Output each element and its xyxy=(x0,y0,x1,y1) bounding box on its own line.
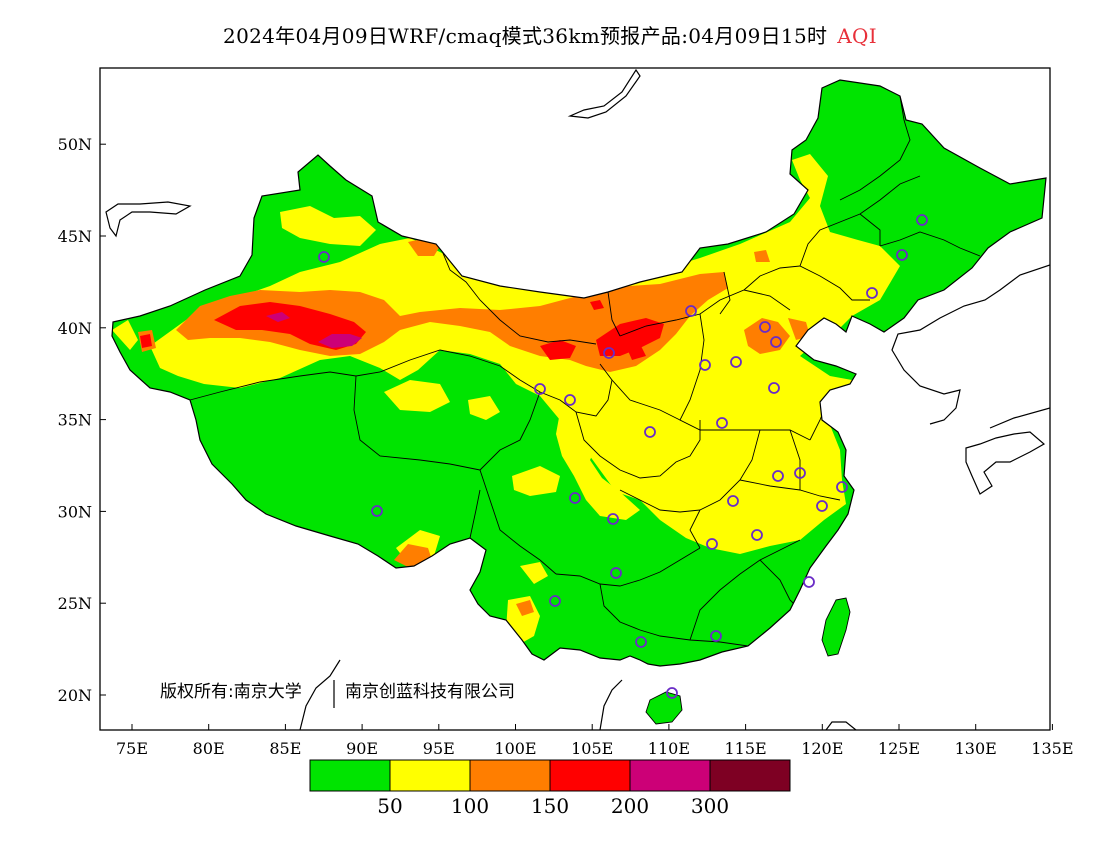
station-marker xyxy=(644,426,656,438)
station-marker xyxy=(666,687,678,699)
legend-swatch xyxy=(389,759,471,792)
station-markers xyxy=(318,214,928,699)
legend-swatch xyxy=(469,759,551,792)
title-variable: AQI xyxy=(837,24,877,48)
station-marker xyxy=(803,576,815,588)
aqi-level-very-unhealthy xyxy=(266,312,362,348)
station-marker xyxy=(569,492,581,504)
station-marker xyxy=(751,529,763,541)
station-marker xyxy=(635,636,647,648)
lat-tick-label: 40N xyxy=(58,319,92,338)
station-marker xyxy=(768,382,780,394)
lon-tick-label: 105E xyxy=(571,739,613,758)
legend-threshold-label: 100 xyxy=(451,794,489,818)
station-marker xyxy=(772,470,784,482)
legend-threshold-label: 300 xyxy=(691,794,729,818)
lon-tick-label: 80E xyxy=(193,739,225,758)
station-marker xyxy=(318,251,330,263)
map-title: 2024年04月09日WRF/cmaq模式36km预报产品:04月09日15时 A… xyxy=(0,20,1100,49)
lon-tick-label: 110E xyxy=(648,739,690,758)
lon-tick-label: 120E xyxy=(801,739,843,758)
title-main: 2024年04月09日WRF/cmaq模式36km预报产品:04月09日15时 xyxy=(223,24,828,48)
province-boundaries xyxy=(189,95,981,647)
lon-tick-label: 135E xyxy=(1031,739,1073,758)
lat-tick-label: 45N xyxy=(58,227,92,246)
station-marker xyxy=(866,287,878,299)
station-marker xyxy=(699,359,711,371)
legend-swatch xyxy=(549,759,631,792)
copyright-left: 版权所有:南京大学 xyxy=(160,682,302,702)
map-frame xyxy=(99,67,1051,731)
neighbor-coastlines xyxy=(105,68,1050,730)
station-marker xyxy=(603,347,615,359)
station-marker xyxy=(730,356,742,368)
station-marker xyxy=(371,505,383,517)
balkhash-lake-outline xyxy=(105,201,192,238)
lat-tick-label: 25N xyxy=(58,594,92,613)
baikal-lake-outline xyxy=(567,68,641,119)
legend-threshold-label: 150 xyxy=(531,794,569,818)
legend-threshold-label: 200 xyxy=(611,794,649,818)
japan-coast-outline xyxy=(989,407,1050,429)
station-marker xyxy=(716,417,728,429)
legend-swatch xyxy=(629,759,711,792)
station-marker xyxy=(916,214,928,226)
lon-tick-label: 125E xyxy=(878,739,920,758)
lat-tick-label: 50N xyxy=(58,135,92,154)
station-marker xyxy=(610,567,622,579)
legend-threshold-label: 50 xyxy=(377,794,402,818)
indochina-coast xyxy=(599,679,623,730)
aqi-legend: 50 100 150 200 300 xyxy=(309,759,791,818)
station-marker xyxy=(816,500,828,512)
station-marker xyxy=(685,305,697,317)
station-marker xyxy=(836,481,848,493)
latitude-axis: 20N 25N 30N 35N 40N 45N 50N xyxy=(58,135,106,705)
station-marker xyxy=(706,538,718,550)
copyright-right: 南京创蓝科技有限公司 xyxy=(345,682,515,702)
station-marker xyxy=(727,495,739,507)
taiwan-island xyxy=(821,597,851,657)
korea-peninsula-outline xyxy=(891,264,1050,425)
lat-tick-label: 30N xyxy=(58,502,92,521)
station-marker xyxy=(794,467,806,479)
lon-tick-label: 100E xyxy=(494,739,536,758)
lon-tick-label: 75E xyxy=(116,739,148,758)
lon-tick-label: 115E xyxy=(724,739,766,758)
lat-tick-label: 20N xyxy=(58,686,92,705)
legend-swatch xyxy=(309,759,391,792)
islands xyxy=(645,597,851,725)
station-marker xyxy=(759,321,771,333)
hainan-island xyxy=(645,691,683,725)
station-marker xyxy=(564,394,576,406)
bay-of-bengal-coast xyxy=(299,659,341,730)
station-marker xyxy=(534,383,546,395)
legend-swatch xyxy=(709,759,791,792)
philippines-coast xyxy=(825,721,857,730)
station-marker xyxy=(710,630,722,642)
lon-tick-label: 95E xyxy=(423,739,455,758)
lon-tick-label: 130E xyxy=(955,739,997,758)
lon-tick-label: 85E xyxy=(269,739,301,758)
lon-tick-label: 90E xyxy=(346,739,378,758)
station-marker xyxy=(770,336,782,348)
longitude-axis: 75E 80E 85E 90E 95E 100E 105E 110E 115E 120E 125E 1… xyxy=(116,724,1074,758)
lat-tick-label: 35N xyxy=(58,411,92,430)
station-marker xyxy=(549,595,561,607)
station-marker xyxy=(607,513,619,525)
station-marker xyxy=(896,249,908,261)
kyushu-outline xyxy=(965,431,1046,495)
